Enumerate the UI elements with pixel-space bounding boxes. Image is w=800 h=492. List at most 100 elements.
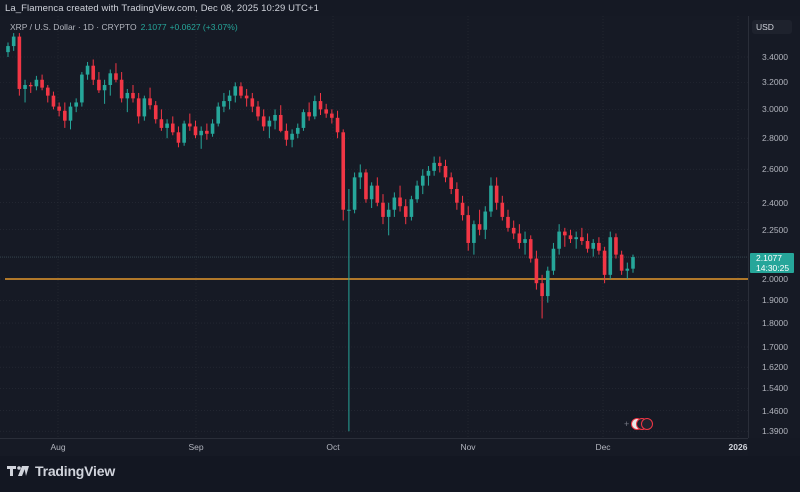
event-icon[interactable] — [641, 418, 654, 430]
candle[interactable] — [290, 129, 294, 148]
candle[interactable] — [528, 235, 533, 263]
candle[interactable] — [443, 159, 448, 183]
candle[interactable] — [449, 172, 453, 195]
candle[interactable] — [159, 109, 164, 131]
candle[interactable] — [375, 177, 380, 207]
candle[interactable] — [74, 98, 78, 113]
candle[interactable] — [295, 123, 300, 139]
currency-label[interactable]: USD — [752, 20, 792, 34]
candle[interactable] — [318, 92, 323, 115]
candle[interactable] — [557, 224, 561, 255]
candle[interactable] — [11, 33, 16, 51]
candle[interactable] — [153, 101, 158, 124]
candle[interactable] — [523, 231, 527, 255]
candle[interactable] — [574, 231, 578, 249]
candle[interactable] — [602, 246, 607, 284]
candle[interactable] — [455, 182, 459, 210]
candle[interactable] — [358, 164, 363, 190]
candle[interactable] — [369, 182, 374, 208]
candle[interactable] — [415, 180, 419, 203]
candle[interactable] — [483, 206, 488, 240]
candle[interactable] — [51, 91, 56, 110]
candle[interactable] — [91, 59, 96, 85]
candle[interactable] — [102, 79, 107, 104]
candle[interactable] — [284, 123, 289, 146]
candle[interactable] — [148, 87, 152, 110]
candle[interactable] — [597, 237, 601, 255]
candle[interactable] — [210, 119, 215, 137]
candle[interactable] — [142, 95, 147, 121]
candle[interactable] — [165, 119, 169, 139]
candle[interactable] — [460, 195, 465, 221]
candle[interactable] — [420, 169, 425, 195]
candle[interactable] — [403, 199, 408, 225]
candle[interactable] — [57, 102, 61, 117]
candle[interactable] — [551, 242, 556, 275]
candle[interactable] — [517, 224, 522, 249]
candle[interactable] — [398, 185, 402, 212]
candlestick-plot[interactable] — [0, 16, 748, 438]
price-axis[interactable]: 3.4000 3.2000 3.0000 2.8000 2.6000 2.4000 2.25… — [748, 16, 800, 438]
candle[interactable] — [392, 192, 397, 217]
candle[interactable] — [301, 109, 306, 131]
candle[interactable] — [68, 102, 73, 130]
candle[interactable] — [28, 82, 33, 93]
candle[interactable] — [136, 92, 141, 124]
candle[interactable] — [40, 74, 44, 91]
candle[interactable] — [267, 116, 272, 139]
candle[interactable] — [563, 227, 567, 247]
candle[interactable] — [45, 84, 50, 103]
candle[interactable] — [85, 61, 90, 80]
candle[interactable] — [438, 156, 442, 173]
candle[interactable] — [364, 169, 368, 203]
candle[interactable] — [244, 88, 249, 107]
candle[interactable] — [466, 206, 471, 251]
time-axis[interactable]: Aug Sep Oct Nov Dec 2026 — [0, 438, 748, 457]
candle[interactable] — [313, 95, 317, 120]
candle[interactable] — [568, 229, 573, 243]
candle[interactable] — [494, 177, 499, 210]
candle[interactable] — [63, 102, 67, 128]
candle[interactable] — [239, 82, 243, 99]
candle[interactable] — [432, 156, 436, 176]
candle[interactable] — [233, 82, 238, 103]
candle[interactable] — [386, 202, 391, 236]
candle[interactable] — [614, 233, 618, 259]
candle[interactable] — [511, 220, 516, 240]
candle[interactable] — [170, 116, 175, 136]
candle[interactable] — [193, 120, 198, 139]
candle[interactable] — [256, 101, 260, 121]
candle[interactable] — [205, 123, 209, 140]
candle[interactable] — [131, 84, 135, 103]
candle[interactable] — [477, 209, 482, 236]
candle[interactable] — [108, 69, 113, 96]
candle[interactable] — [23, 79, 27, 103]
candle[interactable] — [545, 266, 550, 303]
candle[interactable] — [540, 274, 544, 319]
candle[interactable] — [409, 195, 414, 221]
candle[interactable] — [176, 126, 181, 148]
candle[interactable] — [352, 172, 357, 214]
candle[interactable] — [222, 92, 226, 113]
candle[interactable] — [261, 109, 266, 131]
candle[interactable] — [6, 42, 10, 57]
candle[interactable] — [335, 110, 340, 139]
candle[interactable] — [580, 227, 584, 245]
candle[interactable] — [381, 194, 385, 225]
candle[interactable] — [278, 105, 283, 133]
candle[interactable] — [182, 120, 186, 146]
candle[interactable] — [250, 92, 255, 113]
candle[interactable] — [608, 231, 613, 279]
candle[interactable] — [472, 220, 476, 255]
candle[interactable] — [34, 75, 39, 91]
candle[interactable] — [80, 72, 84, 107]
candle[interactable] — [489, 177, 493, 217]
candle[interactable] — [307, 102, 311, 121]
candle[interactable] — [506, 209, 510, 232]
candle[interactable] — [199, 126, 203, 149]
candle[interactable] — [330, 109, 334, 124]
tradingview-logo[interactable]: TradingView — [7, 463, 115, 479]
candle[interactable] — [625, 262, 630, 279]
chart-pane[interactable] — [0, 16, 748, 438]
candle[interactable] — [273, 109, 277, 130]
